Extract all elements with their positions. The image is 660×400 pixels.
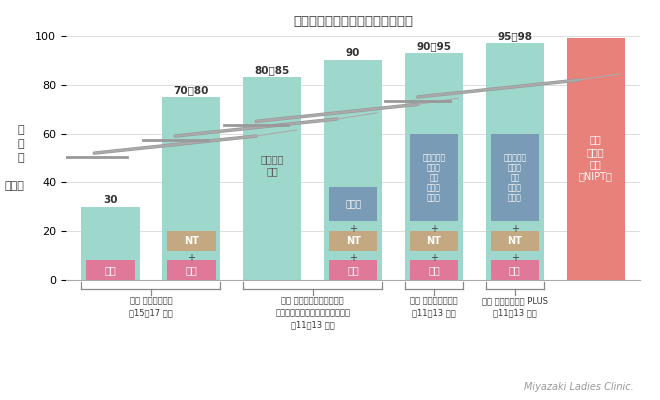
Text: 当院 コンバインド PLUS
（11～13 週）: 当院 コンバインド PLUS （11～13 週） bbox=[482, 296, 548, 317]
Y-axis label: 検
出
率

（％）: 検 出 率 （％） bbox=[5, 125, 24, 191]
Text: 99.1: 99.1 bbox=[582, 26, 610, 36]
Text: 30: 30 bbox=[103, 195, 117, 205]
Text: Miyazaki Ladies Clinic.: Miyazaki Ladies Clinic. bbox=[524, 382, 634, 392]
Text: NT: NT bbox=[426, 236, 442, 246]
Title: 非確定的検査のダウン症の検出率: 非確定的検査のダウン症の検出率 bbox=[293, 15, 413, 28]
Text: 70～80: 70～80 bbox=[174, 85, 209, 95]
Text: 90: 90 bbox=[346, 48, 360, 58]
Text: +: + bbox=[511, 224, 519, 234]
Bar bbox=[410, 231, 458, 251]
Text: 新型
出生前
検査
（NIPT）: 新型 出生前 検査 （NIPT） bbox=[579, 134, 612, 182]
Bar bbox=[162, 97, 220, 280]
Text: 当院 初期胎児ドック
（11～13 週）: 当院 初期胎児ドック （11～13 週） bbox=[410, 296, 458, 317]
Bar bbox=[329, 187, 378, 222]
Bar bbox=[410, 260, 458, 280]
Bar bbox=[490, 260, 539, 280]
Bar bbox=[490, 134, 539, 222]
Text: NT: NT bbox=[508, 236, 522, 246]
Text: 95～98: 95～98 bbox=[498, 31, 533, 41]
Text: +: + bbox=[187, 253, 195, 263]
Text: クアトロ
検査: クアトロ 検査 bbox=[261, 154, 284, 176]
Text: +: + bbox=[511, 253, 519, 263]
Text: 80～85: 80～85 bbox=[255, 66, 290, 76]
Bar bbox=[329, 231, 378, 251]
Text: 年齢: 年齢 bbox=[185, 265, 197, 275]
Text: 年齢: 年齢 bbox=[347, 265, 359, 275]
Text: 90～95: 90～95 bbox=[416, 41, 451, 51]
Text: 年齢: 年齢 bbox=[509, 265, 521, 275]
Bar bbox=[324, 60, 382, 280]
Text: NT: NT bbox=[346, 236, 360, 246]
Text: +: + bbox=[430, 224, 438, 234]
Bar bbox=[86, 260, 135, 280]
Text: 心拍数: 心拍数 bbox=[345, 200, 361, 209]
Bar bbox=[167, 260, 216, 280]
Text: +: + bbox=[349, 253, 357, 263]
Bar bbox=[410, 134, 458, 222]
Text: 年齢: 年齢 bbox=[428, 265, 440, 275]
Bar bbox=[566, 38, 625, 280]
Text: +: + bbox=[430, 253, 438, 263]
Text: 当院 クアトロ検査
（15～17 週）: 当院 クアトロ検査 （15～17 週） bbox=[129, 296, 173, 317]
Bar bbox=[329, 260, 378, 280]
Bar bbox=[167, 231, 216, 251]
Text: （超音波）
心拍数
鼻骨
静脈管
三尖弁: （超音波） 心拍数 鼻骨 静脈管 三尖弁 bbox=[504, 153, 527, 202]
Bar bbox=[243, 78, 302, 280]
Text: NT: NT bbox=[184, 236, 199, 246]
Text: 年齢: 年齢 bbox=[104, 265, 116, 275]
Bar bbox=[486, 43, 544, 280]
Bar bbox=[490, 231, 539, 251]
Bar bbox=[81, 207, 140, 280]
Text: 当院 初期ママ血清マーカー
組み合わせ検査（オスカー検査）
（11～13 週）: 当院 初期ママ血清マーカー 組み合わせ検査（オスカー検査） （11～13 週） bbox=[275, 296, 350, 329]
Bar bbox=[405, 53, 463, 280]
Text: （超音波）
心拍数
鼻骨
静脈管
三尖弁: （超音波） 心拍数 鼻骨 静脈管 三尖弁 bbox=[422, 153, 446, 202]
Text: +: + bbox=[349, 224, 357, 234]
